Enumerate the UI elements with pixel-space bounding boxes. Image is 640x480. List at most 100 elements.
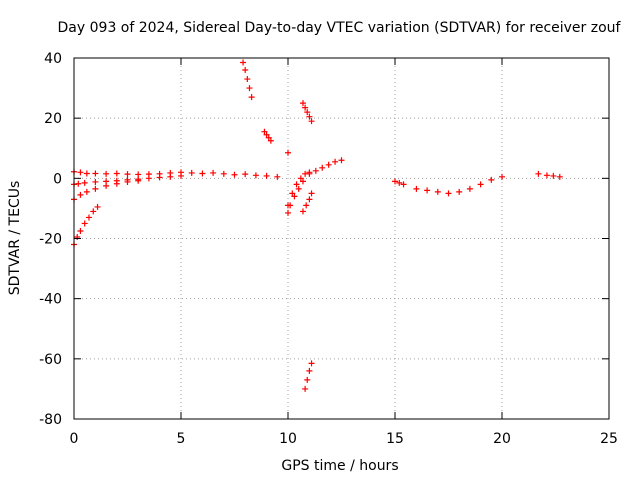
data-point — [413, 185, 420, 192]
data-point — [77, 227, 84, 234]
x-tick-label: 15 — [386, 431, 404, 447]
data-point — [244, 76, 251, 83]
data-point — [308, 360, 315, 367]
data-point — [297, 175, 304, 182]
x-axis-label: GPS time / hours — [281, 458, 398, 474]
data-point — [263, 131, 270, 138]
data-point — [295, 185, 302, 192]
data-point — [332, 158, 339, 165]
data-point — [83, 188, 90, 195]
data-point — [263, 172, 270, 179]
data-point — [392, 178, 398, 185]
data-point — [299, 178, 306, 185]
data-point — [274, 173, 281, 180]
x-tick-label: 5 — [177, 431, 186, 447]
data-point — [75, 180, 82, 187]
data-point — [306, 196, 313, 203]
data-point — [338, 157, 345, 164]
series-trace-F — [299, 100, 315, 125]
data-point — [466, 185, 473, 192]
data-point — [92, 185, 99, 192]
data-point — [90, 208, 97, 215]
series-trace-K — [302, 360, 315, 392]
series-trace-M — [413, 173, 505, 197]
data-point — [424, 187, 431, 194]
y-axis-label: SDTVAR / TECUs — [7, 181, 23, 296]
series-trace-H — [285, 178, 306, 216]
series-trace-I — [299, 190, 315, 215]
y-tick-label: -20 — [39, 232, 62, 248]
y-tick-label: -60 — [39, 352, 62, 368]
series-trace-L — [392, 178, 407, 188]
series-trace-J — [306, 157, 345, 177]
data-point — [124, 171, 131, 178]
y-tick-label: 0 — [53, 171, 62, 187]
series-isolated — [285, 149, 291, 156]
data-point — [156, 174, 163, 181]
data-point — [113, 170, 120, 177]
data-point — [242, 67, 249, 74]
data-point — [92, 178, 99, 185]
data-point — [285, 149, 291, 156]
data-point — [178, 172, 184, 179]
data-point — [81, 220, 88, 227]
data-point — [145, 175, 152, 182]
data-point — [261, 128, 268, 135]
series-trace-A — [71, 172, 184, 188]
data-point — [499, 173, 505, 180]
data-point — [267, 137, 274, 144]
data-point — [248, 94, 255, 101]
data-point — [543, 172, 550, 179]
data-point — [304, 376, 311, 383]
data-point — [325, 161, 332, 168]
data-points — [71, 59, 563, 392]
data-point — [308, 190, 315, 197]
grid-lines — [74, 58, 609, 419]
x-tick-label: 20 — [493, 431, 511, 447]
data-point — [299, 208, 306, 215]
data-point — [556, 173, 563, 180]
y-tick-label: 20 — [44, 111, 62, 127]
data-point — [77, 191, 84, 198]
data-point — [488, 176, 495, 183]
data-point — [477, 181, 484, 188]
data-point — [287, 202, 294, 209]
data-point — [312, 167, 319, 174]
data-point — [103, 170, 110, 177]
data-point — [81, 179, 88, 186]
data-point — [535, 170, 542, 177]
data-point — [85, 214, 92, 221]
data-point — [240, 59, 247, 66]
data-point — [113, 180, 120, 187]
series-trace-E — [261, 128, 274, 144]
data-point — [167, 173, 174, 180]
data-point — [77, 169, 84, 176]
data-point — [199, 170, 206, 177]
x-tick-label: 0 — [70, 431, 79, 447]
data-point — [396, 179, 403, 186]
data-point — [252, 172, 259, 179]
data-point — [306, 367, 313, 374]
data-point — [83, 170, 90, 177]
series-trace-N — [535, 170, 563, 180]
y-tick-label: -40 — [39, 292, 62, 308]
data-point — [306, 170, 313, 177]
data-point — [231, 171, 238, 178]
chart-title: Day 093 of 2024, Sidereal Day-to-day VTE… — [58, 20, 622, 36]
data-point — [124, 178, 131, 185]
data-point — [291, 193, 298, 200]
data-point — [289, 190, 296, 197]
data-point — [304, 109, 311, 116]
data-point — [285, 209, 291, 216]
axis-ticks: 0 5 10 15 20 25 -80 -60 -40 -20 0 20 40 — [39, 51, 618, 447]
data-point — [293, 181, 300, 188]
data-point — [400, 181, 407, 188]
data-point — [302, 385, 309, 392]
data-point — [265, 134, 272, 141]
data-point — [306, 113, 313, 120]
data-point — [308, 118, 315, 125]
data-point — [92, 170, 99, 177]
data-point — [188, 169, 195, 176]
